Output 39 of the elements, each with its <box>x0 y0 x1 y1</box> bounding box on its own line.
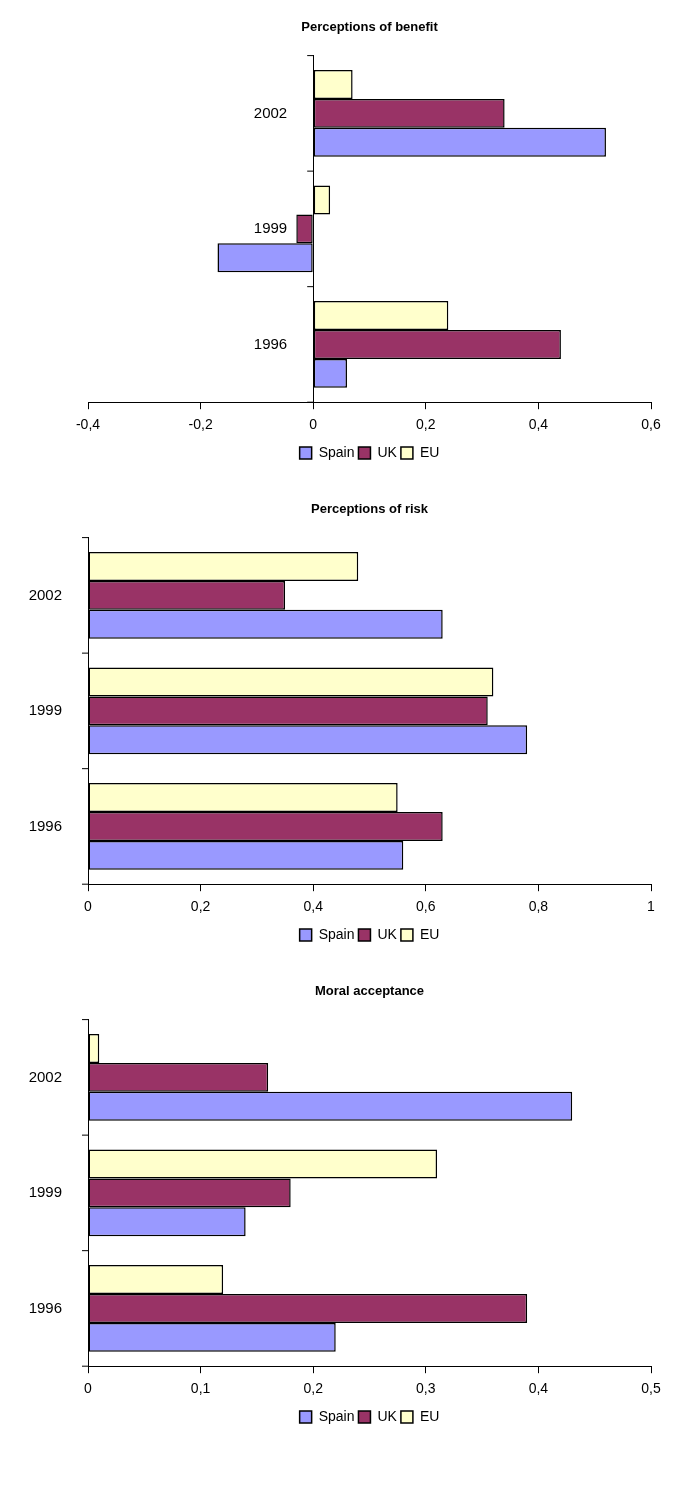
x-tick-label: -0,2 <box>188 416 213 433</box>
x-tick-label: 0,6 <box>416 898 436 915</box>
legend-label: Spain <box>318 1407 355 1424</box>
chart-title: Moral acceptance <box>314 983 425 999</box>
y-tick-label: 1999 <box>28 1183 62 1201</box>
x-tick-label: 0,4 <box>303 898 324 915</box>
x-tick-label: 0 <box>84 898 93 915</box>
y-tick-label: 1996 <box>253 334 288 352</box>
x-tick-label: 0,3 <box>416 1380 436 1397</box>
legend-label: UK <box>377 1407 398 1424</box>
y-tick-label: 1999 <box>253 219 288 237</box>
x-tick-label: 0,2 <box>303 1380 324 1397</box>
y-tick-label: 1999 <box>28 701 62 719</box>
legend-label: UK <box>377 925 398 942</box>
legend-label: EU <box>419 443 440 460</box>
legend-label: Spain <box>318 443 355 460</box>
y-tick-label: 2002 <box>28 1067 62 1085</box>
x-tick-label: 0,8 <box>528 898 549 915</box>
x-tick-label: 0 <box>84 1380 93 1397</box>
y-tick-label: 2002 <box>253 103 288 121</box>
legend-label: EU <box>419 1407 440 1424</box>
legend-label: Spain <box>318 925 355 942</box>
y-tick-label: 1996 <box>28 1298 62 1316</box>
chart-title: Perceptions of benefit <box>301 19 439 35</box>
x-tick-label: 0,2 <box>416 416 436 433</box>
x-tick-label: 0,4 <box>528 416 549 433</box>
x-tick-label: 1 <box>647 898 656 915</box>
x-tick-label: 0,5 <box>641 1380 661 1397</box>
x-tick-label: -0,4 <box>75 416 101 433</box>
legend-label: EU <box>419 925 440 942</box>
legend-label: UK <box>377 443 398 460</box>
x-tick-label: 0,6 <box>641 416 661 433</box>
x-tick-label: 0,1 <box>190 1380 211 1397</box>
x-tick-label: 0 <box>309 416 318 433</box>
x-tick-label: 0,4 <box>528 1380 549 1397</box>
chart-title: Perceptions of risk <box>310 501 429 517</box>
x-tick-label: 0,2 <box>190 898 211 915</box>
y-tick-label: 2002 <box>28 585 62 603</box>
y-tick-label: 1996 <box>28 816 62 834</box>
